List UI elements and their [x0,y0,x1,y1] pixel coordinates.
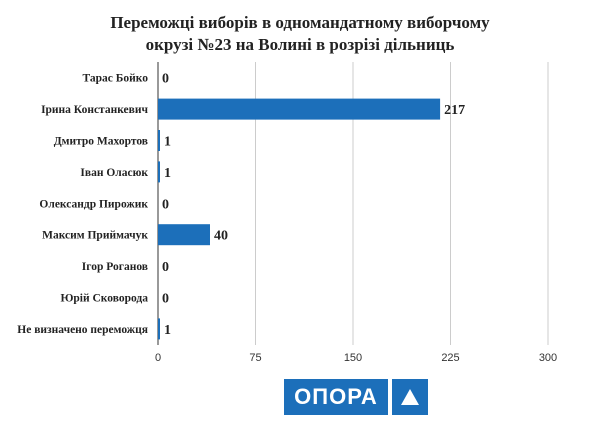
triangle-icon [392,379,428,415]
category-label: Ігор Роганов [82,261,148,273]
data-label: 217 [444,103,465,118]
data-label: 0 [162,260,169,275]
opora-logo: ОПОРА [284,379,428,415]
chart-title-line-1: Переможці виборів в одномандатному вибор… [110,13,490,32]
chart-title: Переможці виборів в одномандатному вибор… [0,12,600,56]
category-label: Іван Оласюк [80,167,148,179]
logo-text: ОПОРА [294,384,378,409]
bar [158,161,160,183]
category-label: Дмитро Махортов [54,136,148,148]
x-tick-label: 225 [441,352,459,364]
bar [158,224,210,246]
chart-title-line-2: окрузі №23 на Волині в розрізі дільниць [145,35,455,54]
data-label: 1 [164,166,171,181]
x-tick-label: 0 [155,352,161,364]
category-label: Тарас Бойко [83,73,149,85]
data-label: 0 [162,292,169,307]
data-label: 0 [162,72,169,87]
data-label: 1 [164,323,171,338]
data-label: 0 [162,197,169,212]
data-label: 1 [164,135,171,150]
bar [158,318,160,340]
category-label: Юрій Сковорода [60,293,148,305]
bar-chart: 0 75 150 225 300 Тарас Бойко 0 Ірина Констанкев… [17,62,557,364]
x-tick-label: 150 [344,352,362,364]
logo-text-box: ОПОРА [284,379,388,415]
triangle-icon-glyph [401,389,419,405]
category-label: Максим Приймачук [42,230,148,242]
bar [158,130,160,151]
x-tick-label: 300 [539,352,557,364]
category-label: Не визначено переможця [17,324,148,336]
category-label: Олександр Пирожик [39,198,148,210]
x-tick-label: 75 [249,352,261,364]
bar [158,98,441,120]
data-label: 40 [214,229,228,244]
category-label: Ірина Констанкевич [41,104,148,116]
